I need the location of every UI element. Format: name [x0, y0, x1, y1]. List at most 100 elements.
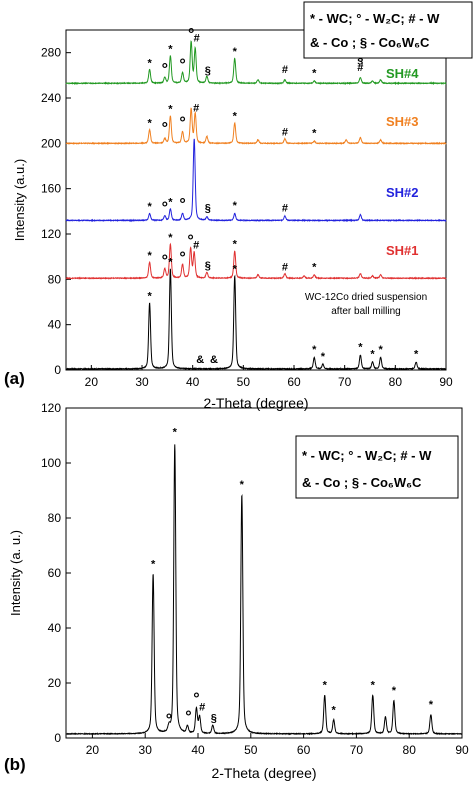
- panel-a-legend: * - WC; ° - W₂C; # - W & - Co ; § - Co₆W…: [303, 1, 473, 59]
- x-tick-label: 90: [455, 743, 469, 757]
- series-line-pattern: [65, 444, 463, 736]
- panel-b-xlabel: 2-Theta (degree): [211, 765, 316, 781]
- peak-marker: *: [358, 342, 363, 354]
- peak-marker: °: [193, 691, 199, 708]
- peak-marker: *: [378, 344, 383, 356]
- series-label-sh-1: SH#1: [386, 243, 419, 258]
- y-tick-label: 80: [48, 272, 62, 286]
- y-tick-label: 60: [48, 566, 62, 580]
- peak-marker: °: [162, 61, 168, 78]
- peak-marker: §: [205, 202, 211, 214]
- peak-marker: °: [179, 196, 185, 213]
- x-tick-label: 50: [237, 375, 251, 389]
- panel-b-ylabel: Intensity (a. u.): [8, 530, 23, 616]
- peak-marker: *: [240, 479, 245, 491]
- peak-marker: °: [179, 57, 185, 74]
- peak-marker: #: [357, 62, 363, 74]
- peak-marker: §: [211, 713, 217, 725]
- y-tick-label: 80: [48, 511, 62, 525]
- x-tick-label: 80: [403, 743, 417, 757]
- series-label-wc-12co-line-1: WC-12Co dried suspension: [305, 292, 427, 303]
- peak-marker: §: [357, 54, 363, 66]
- peak-marker: §: [205, 65, 211, 77]
- x-tick-label: 60: [287, 375, 301, 389]
- peak-marker: *: [168, 104, 173, 116]
- peak-marker: #: [193, 103, 199, 115]
- y-tick-label: 120: [41, 401, 61, 415]
- peak-marker: °: [162, 120, 168, 137]
- peak-marker: *: [392, 685, 397, 697]
- x-tick-label: 30: [135, 375, 149, 389]
- panel-b-series: [65, 444, 463, 736]
- peak-marker: *: [371, 680, 376, 692]
- panel-a-ticks: 20 30 40 50 60 70 80 90 0 40 80 120 160 200 240 280: [41, 46, 453, 389]
- panel-a-series-labels: WC-12Co dried suspension after ball milli…: [305, 66, 427, 317]
- x-tick-label: 80: [389, 375, 403, 389]
- panel-a-legend-box: [303, 1, 473, 59]
- peak-marker: *: [312, 261, 317, 273]
- series-line-sh-3: [65, 107, 447, 146]
- x-tick-label: 50: [244, 743, 258, 757]
- panel-a-legend-line-2: & - Co ; § - Co₆W₆C: [310, 35, 430, 50]
- peak-marker: *: [147, 201, 152, 213]
- x-tick-label: 20: [85, 375, 99, 389]
- x-tick-label: 70: [350, 743, 364, 757]
- series-line-sh-2: [65, 138, 447, 223]
- peak-marker: *: [147, 117, 152, 129]
- panel-b-legend-line-1: * - WC; ° - W₂C; # - W: [302, 448, 432, 463]
- peak-marker: °: [166, 711, 172, 728]
- peak-marker: *: [233, 239, 238, 251]
- panel-b-ticks: 20 30 40 50 60 70 80 90 0 20 40 60 80 100 120: [41, 401, 469, 757]
- panel-a-legend-line-1: * - WC; ° - W₂C; # - W: [310, 11, 440, 26]
- peak-marker: °: [188, 26, 194, 43]
- peak-marker: *: [233, 264, 238, 276]
- x-tick-label: 20: [86, 743, 100, 757]
- series-label-wc-12co-line-2: after ball milling: [331, 306, 400, 317]
- panel-a-markers: **& &***** * ** °*°° #§*# ** ° * ° § * #* °*°#*# ** °*°…: [147, 26, 419, 366]
- peak-marker: *: [323, 680, 328, 692]
- y-tick-label: 240: [41, 91, 61, 105]
- x-tick-label: 60: [297, 743, 311, 757]
- peak-marker: #: [199, 702, 205, 714]
- peak-marker: &: [210, 354, 218, 366]
- panel-b-legend: * - WC; ° - W₂C; # - W & - Co ; § - Co₆W…: [295, 435, 459, 499]
- x-tick-label: 40: [186, 375, 200, 389]
- peak-marker: #: [282, 261, 288, 273]
- panel-a-label: (a): [4, 369, 25, 388]
- peak-marker: #: [194, 32, 200, 44]
- peak-marker: *: [233, 200, 238, 212]
- series-label-sh-4: SH#4: [386, 66, 419, 81]
- y-tick-label: 40: [48, 621, 62, 635]
- peak-marker: °: [162, 199, 168, 216]
- peak-marker: *: [147, 250, 152, 262]
- x-tick-label: 30: [139, 743, 153, 757]
- y-tick-label: 280: [41, 46, 61, 60]
- panel-b-legend-box: [295, 435, 459, 499]
- series-line-wc-12co-dried-suspension-after-ball-milling: [65, 268, 447, 371]
- peak-marker: #: [282, 126, 288, 138]
- panel-a-xlabel: 2-Theta (degree): [203, 395, 308, 411]
- peak-marker: °: [179, 114, 185, 131]
- peak-marker: *: [147, 291, 152, 303]
- y-tick-label: 160: [41, 182, 61, 196]
- x-tick-label: 90: [439, 375, 453, 389]
- peak-marker: °: [187, 232, 193, 249]
- peak-marker: *: [147, 57, 152, 69]
- panel-b-markers: *°*°° #§**** **: [151, 427, 434, 729]
- peak-marker: *: [168, 44, 173, 56]
- peak-marker: °: [185, 709, 191, 726]
- y-tick-label: 200: [41, 136, 61, 150]
- peak-marker: *: [312, 344, 317, 356]
- peak-marker: #: [282, 202, 288, 214]
- peak-marker: &: [196, 354, 204, 366]
- peak-marker: *: [332, 704, 337, 716]
- series-label-sh-3: SH#3: [386, 114, 419, 129]
- x-tick-label: 70: [338, 375, 352, 389]
- y-tick-label: 0: [54, 363, 61, 377]
- series-label-sh-2: SH#2: [386, 185, 419, 200]
- peak-marker: *: [151, 559, 156, 571]
- panel-a-ylabel: Intensity (a.u.): [12, 159, 27, 241]
- panel-b-legend-line-2: & - Co ; § - Co₆W₆C: [302, 475, 422, 490]
